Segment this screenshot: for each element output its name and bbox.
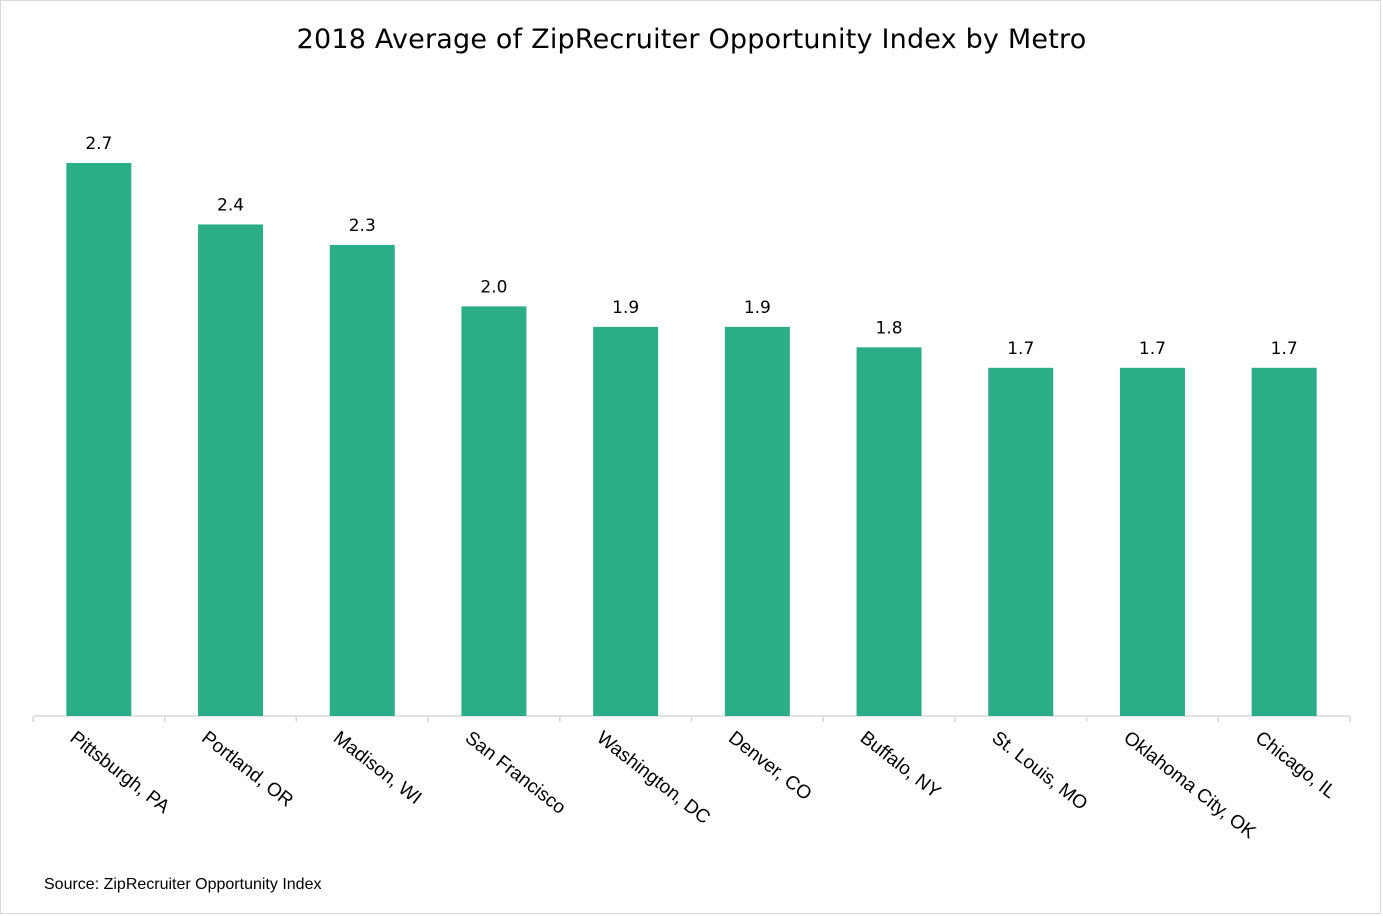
- x-tick-label: Chicago, IL: [1251, 727, 1340, 803]
- x-tick-label: San Francisco: [461, 727, 570, 818]
- bar: [1119, 367, 1185, 716]
- bar-value-label: 1.7: [1271, 339, 1298, 359]
- x-tick-label: Oklahoma City, OK: [1119, 727, 1259, 843]
- bar-value-label: 1.7: [1007, 339, 1034, 359]
- x-tick-label: Denver, CO: [724, 727, 815, 805]
- bar-value-label: 1.7: [1139, 339, 1166, 359]
- x-tick-label: Buffalo, NY: [856, 727, 945, 803]
- bar-value-label: 2.3: [349, 216, 376, 236]
- bar-value-label: 2.0: [480, 277, 507, 297]
- bar: [593, 326, 659, 716]
- bar-value-label: 2.4: [217, 195, 244, 215]
- bar-value-label: 2.7: [85, 134, 112, 154]
- bar: [856, 347, 922, 716]
- source-note: Source: ZipRecruiter Opportunity Index: [44, 876, 322, 893]
- x-tick-label: Madison, WI: [329, 727, 425, 809]
- bar: [724, 326, 790, 716]
- bar: [461, 306, 527, 716]
- bar: [66, 163, 132, 716]
- bar-value-label: 1.9: [612, 298, 639, 318]
- bar: [988, 367, 1054, 716]
- bar: [1251, 367, 1317, 716]
- chart-title: 2018 Average of ZipRecruiter Opportunity…: [296, 24, 1087, 55]
- x-tick-label: St. Louis, MO: [988, 727, 1092, 814]
- x-tick-label: Portland, OR: [197, 727, 296, 811]
- bar-value-label: 1.8: [876, 318, 903, 338]
- bar-value-label: 1.9: [744, 298, 771, 318]
- x-tick-label: Washington, DC: [593, 727, 714, 828]
- x-tick-label: Pittsburgh, PA: [66, 727, 174, 818]
- bar: [198, 224, 264, 716]
- bar: [329, 244, 395, 717]
